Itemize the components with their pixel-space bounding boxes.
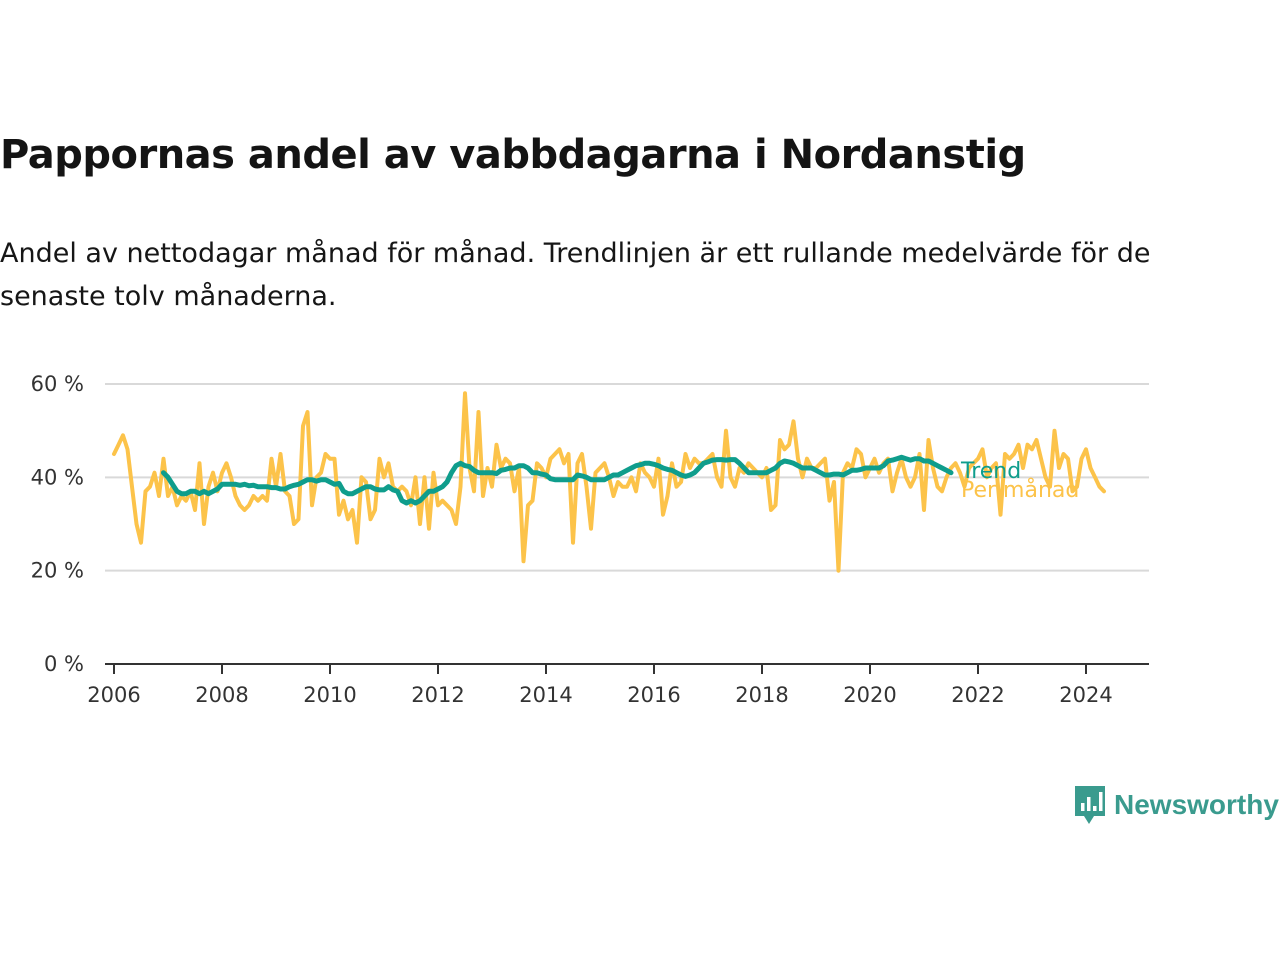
series-line-per-manad xyxy=(112,391,1106,573)
chart-title: Pappornas andel av vabbdagarna i Nordans… xyxy=(0,132,1026,178)
x-tick-label: 2006 xyxy=(87,683,140,707)
y-tick-label: 40 % xyxy=(31,465,84,489)
line-chart: 0 % 20 % 40 % 60 % 2006 2008 2010 2012 2014 2016 2… xyxy=(31,372,1149,707)
brand-name: Newsworthy xyxy=(1114,789,1279,820)
series-line-trend xyxy=(161,454,954,506)
x-tick-label: 2016 xyxy=(627,683,680,707)
x-tick-label: 2010 xyxy=(303,683,356,707)
y-tick-label: 60 % xyxy=(31,372,84,396)
x-tick-label: 2008 xyxy=(195,683,248,707)
x-tick-label: 2012 xyxy=(411,683,464,707)
x-tick-label: 2022 xyxy=(951,683,1004,707)
x-tick-label: 2018 xyxy=(735,683,788,707)
x-tick-label: 2020 xyxy=(843,683,896,707)
chart-subtitle: Andel av nettodagar månad för månad. Tre… xyxy=(0,238,1151,312)
newsworthy-logo-icon xyxy=(1075,786,1105,824)
series-label-trend: Trend xyxy=(960,459,1021,484)
x-tick-label: 2024 xyxy=(1059,683,1112,707)
y-tick-label: 0 % xyxy=(44,652,84,676)
x-tick-label: 2014 xyxy=(519,683,572,707)
series-label-per-manad: Per månad xyxy=(961,477,1079,503)
newsworthy-logo: Newsworthy xyxy=(1072,784,1279,826)
y-tick-label: 20 % xyxy=(31,559,84,583)
